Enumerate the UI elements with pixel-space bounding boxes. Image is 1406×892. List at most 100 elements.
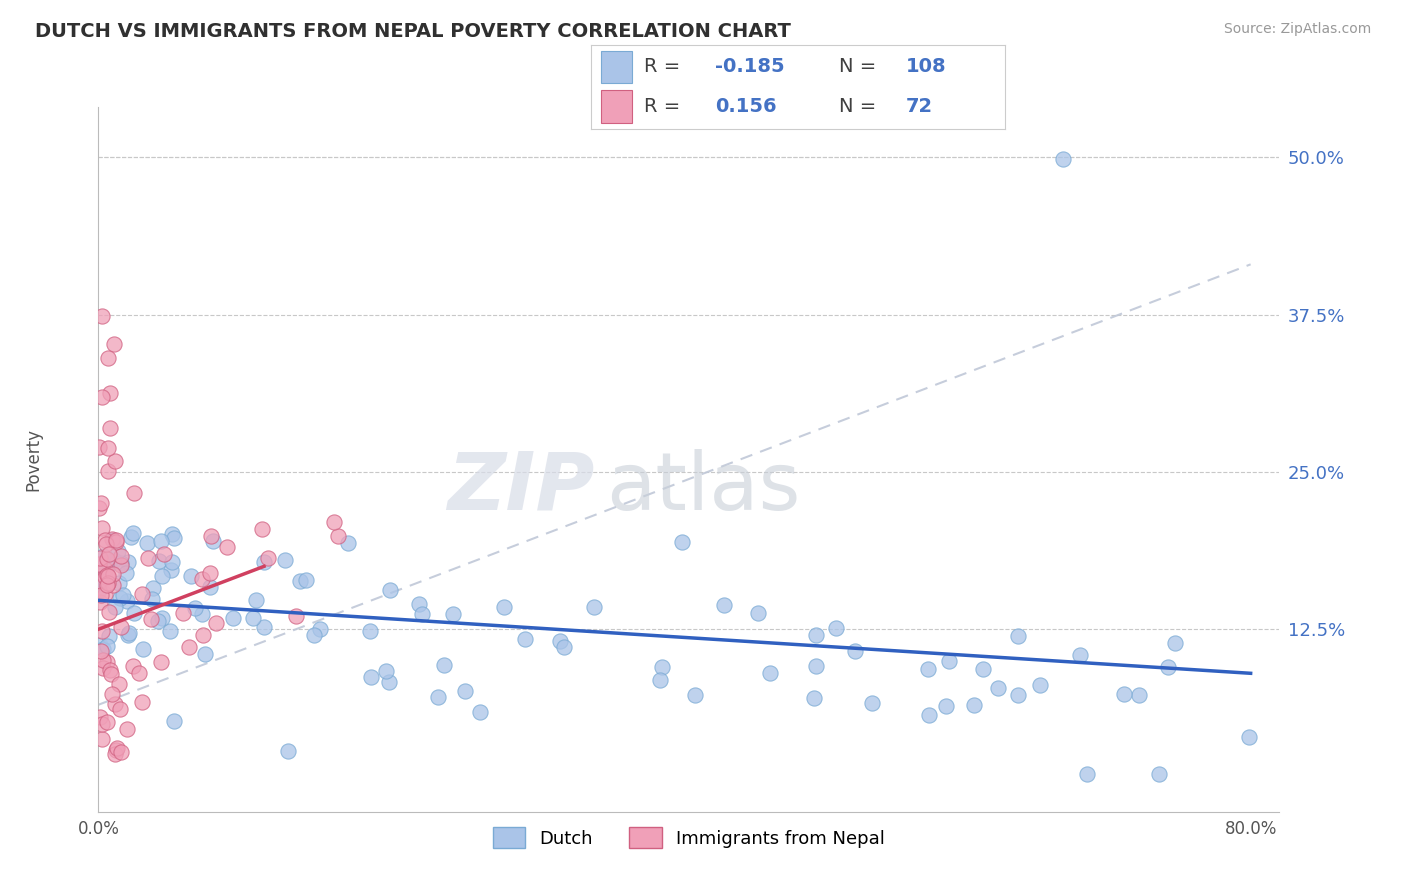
Point — [648, 673, 671, 688]
Point — [198, 566, 221, 580]
Point — [89, 550, 111, 565]
Point — [803, 691, 825, 706]
Point — [115, 722, 138, 736]
Point — [104, 697, 127, 711]
Point — [90, 390, 112, 404]
Point — [191, 572, 214, 586]
Point — [87, 583, 110, 598]
Point — [110, 549, 132, 563]
Point — [274, 553, 297, 567]
Point — [295, 573, 318, 587]
Point — [90, 644, 112, 658]
Point — [93, 533, 115, 547]
Point — [194, 647, 217, 661]
Point — [1069, 648, 1091, 663]
Point — [90, 717, 112, 731]
Point — [1112, 687, 1135, 701]
Point — [426, 690, 449, 704]
Point — [87, 557, 110, 571]
Point — [105, 533, 128, 547]
Point — [117, 594, 139, 608]
Point — [93, 587, 115, 601]
Point — [963, 698, 986, 712]
Point — [138, 551, 160, 566]
Point — [150, 569, 173, 583]
Point — [191, 607, 214, 622]
Point — [1007, 688, 1029, 702]
Point — [96, 578, 118, 592]
Point — [149, 533, 172, 548]
Point — [651, 659, 673, 673]
Point — [252, 620, 274, 634]
Point — [97, 569, 120, 583]
Point — [1076, 767, 1098, 781]
Point — [103, 566, 125, 581]
Point — [671, 535, 693, 549]
Point — [253, 555, 276, 569]
Point — [96, 639, 118, 653]
Point — [108, 575, 131, 590]
Point — [160, 526, 183, 541]
Point — [1157, 660, 1180, 674]
Point — [100, 667, 122, 681]
Text: Poverty: Poverty — [24, 428, 42, 491]
Point — [96, 655, 118, 669]
Point — [378, 583, 401, 598]
Point — [101, 578, 124, 592]
Bar — [600, 51, 633, 83]
Point — [90, 496, 112, 510]
Point — [131, 695, 153, 709]
Point — [159, 624, 181, 638]
Point — [290, 574, 312, 588]
Point — [494, 600, 516, 615]
Point — [862, 696, 884, 710]
Point — [150, 611, 173, 625]
Point — [938, 654, 960, 668]
Text: ZIP: ZIP — [447, 449, 595, 526]
Point — [97, 464, 120, 478]
Point — [97, 575, 120, 590]
Point — [122, 525, 145, 540]
Point — [987, 681, 1010, 696]
Point — [89, 569, 111, 583]
Text: R =: R = — [644, 57, 688, 76]
Point — [108, 677, 131, 691]
Point — [91, 641, 114, 656]
Text: R =: R = — [644, 97, 688, 116]
Point — [131, 587, 153, 601]
Point — [183, 601, 205, 615]
Point — [323, 515, 346, 529]
Point — [98, 664, 121, 678]
Point — [804, 659, 827, 673]
Point — [104, 454, 127, 468]
Point — [553, 640, 575, 655]
Point — [1128, 688, 1150, 702]
Point — [441, 607, 464, 621]
Point — [468, 705, 491, 719]
Point — [747, 606, 769, 620]
Point — [100, 687, 122, 701]
Point — [90, 731, 112, 746]
Point — [132, 642, 155, 657]
Point — [180, 569, 202, 583]
Point — [1052, 152, 1074, 166]
Point — [97, 351, 120, 366]
Point — [139, 612, 162, 626]
Point — [200, 529, 222, 543]
Point — [96, 568, 118, 582]
Point — [378, 674, 401, 689]
Point — [284, 609, 307, 624]
Point — [120, 531, 142, 545]
Point — [89, 501, 111, 516]
Point — [114, 566, 136, 580]
Point — [108, 702, 131, 716]
Point — [94, 569, 117, 583]
Point — [107, 741, 129, 756]
Point — [359, 624, 381, 639]
Point — [548, 634, 571, 648]
Point — [582, 600, 605, 615]
Point — [98, 385, 121, 400]
Point — [89, 557, 111, 571]
Point — [111, 588, 134, 602]
Point — [110, 745, 132, 759]
